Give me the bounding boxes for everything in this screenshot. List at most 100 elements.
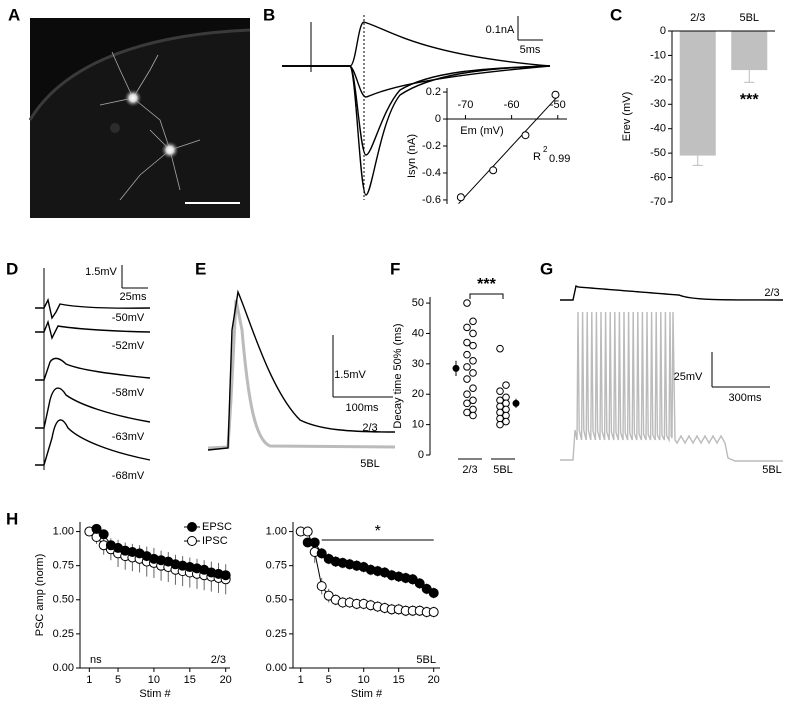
y-tick-label: -10 xyxy=(650,49,666,61)
fit-value: 0.99 xyxy=(549,153,570,165)
trace-label: -68mV xyxy=(112,470,145,482)
legend-marker xyxy=(187,522,197,532)
point xyxy=(469,317,477,326)
mean xyxy=(512,399,520,407)
legend-label: EPSC xyxy=(202,521,232,533)
x-tick-label: 15 xyxy=(393,674,405,686)
scale-label: 1.5mV xyxy=(85,266,117,278)
trace-label: -63mV xyxy=(112,431,145,443)
scale-label: 0.1nA xyxy=(486,24,515,36)
x-tick-label: 20 xyxy=(428,674,440,686)
x-axis-label: Stim # xyxy=(139,688,171,700)
point xyxy=(469,369,477,377)
point xyxy=(463,350,471,359)
trace-label: 5BL xyxy=(762,464,782,476)
point xyxy=(302,526,313,537)
panel-label: C xyxy=(610,5,622,24)
y-tick-label: 0.50 xyxy=(266,594,287,606)
point xyxy=(469,329,477,338)
trace-label: 5BL xyxy=(360,458,380,470)
scale-label: 25ms xyxy=(120,291,147,303)
panel-label: G xyxy=(540,259,553,278)
bar xyxy=(679,31,716,156)
legend-label: IPSC xyxy=(202,535,228,547)
fit-label-sup: 2 xyxy=(543,145,548,154)
mean xyxy=(452,364,460,372)
stat-label: * xyxy=(375,523,381,540)
point xyxy=(551,90,560,99)
category-label: 5BL xyxy=(739,12,759,24)
trace-label: -50mV xyxy=(112,312,145,324)
stat-label: ns xyxy=(90,654,102,666)
fit-line xyxy=(458,94,560,205)
panel-label: F xyxy=(390,259,400,278)
y-tick-label: 0 xyxy=(418,449,424,461)
y-tick-label: 0.00 xyxy=(266,662,287,674)
point xyxy=(463,338,471,347)
point xyxy=(496,387,504,395)
y-tick-label: 20 xyxy=(412,388,424,400)
x-tick-label: -50 xyxy=(550,99,566,111)
point xyxy=(463,375,471,383)
y-tick-label: 10 xyxy=(412,419,424,431)
point xyxy=(496,420,504,429)
current-traces xyxy=(282,15,551,200)
panel-label: H xyxy=(6,509,18,528)
y-axis-label: Erev (mV) xyxy=(621,92,633,142)
trace-label: -58mV xyxy=(112,387,145,399)
panel-label: E xyxy=(195,259,206,278)
scale-label: 5ms xyxy=(520,44,541,56)
point xyxy=(456,193,465,202)
y-tick-label: 0.00 xyxy=(53,662,74,674)
point xyxy=(469,357,477,365)
x-axis-label: Stim # xyxy=(351,688,383,700)
trace-label: -52mV xyxy=(112,340,145,352)
x-tick-label: 1 xyxy=(86,674,92,686)
x-tick-label: 1 xyxy=(298,674,304,686)
y-axis-label: Isyn (nA) xyxy=(406,134,418,178)
category-label: 2/3 xyxy=(690,12,705,24)
corner-label: 2/3 xyxy=(211,654,226,666)
point xyxy=(463,363,471,371)
point xyxy=(91,523,102,534)
response-trace xyxy=(560,311,783,462)
point xyxy=(309,537,320,548)
panel-label: A xyxy=(8,5,20,24)
y-tick-label: 0.2 xyxy=(426,86,441,98)
y-tick-label: 0.75 xyxy=(266,560,287,572)
fit-label: R xyxy=(533,151,541,163)
x-tick-label: -60 xyxy=(504,99,520,111)
scale-label: 1.5mV xyxy=(334,369,366,381)
category-label: 5BL xyxy=(493,464,513,476)
y-tick-label: 0.75 xyxy=(53,560,74,572)
y-tick-label: 40 xyxy=(412,327,424,339)
y-tick-label: 50 xyxy=(412,297,424,309)
point xyxy=(469,341,477,350)
x-tick-label: 10 xyxy=(358,674,370,686)
x-tick-label: 5 xyxy=(326,674,332,686)
point xyxy=(428,607,439,618)
point xyxy=(463,399,471,408)
y-tick-label: 1.00 xyxy=(53,525,74,537)
point xyxy=(316,581,327,592)
micrograph xyxy=(28,18,251,218)
scale-label: 100ms xyxy=(345,402,379,414)
x-axis-label: Em (mV) xyxy=(460,125,503,137)
category-label: 2/3 xyxy=(462,464,477,476)
point xyxy=(463,408,471,417)
point xyxy=(469,384,477,392)
bracket xyxy=(469,293,504,299)
corner-label: 5BL xyxy=(416,654,436,666)
y-tick-label: -40 xyxy=(650,123,666,135)
epsp-traces xyxy=(207,289,396,451)
significance: *** xyxy=(477,276,496,293)
point xyxy=(463,299,471,307)
trace-label: 2/3 xyxy=(362,422,377,434)
point xyxy=(316,548,327,559)
significance: *** xyxy=(740,92,759,109)
point xyxy=(414,578,425,589)
point xyxy=(469,411,477,420)
y-tick-label: -30 xyxy=(650,98,666,110)
y-tick-label: 0.25 xyxy=(53,628,74,640)
point xyxy=(220,570,231,581)
